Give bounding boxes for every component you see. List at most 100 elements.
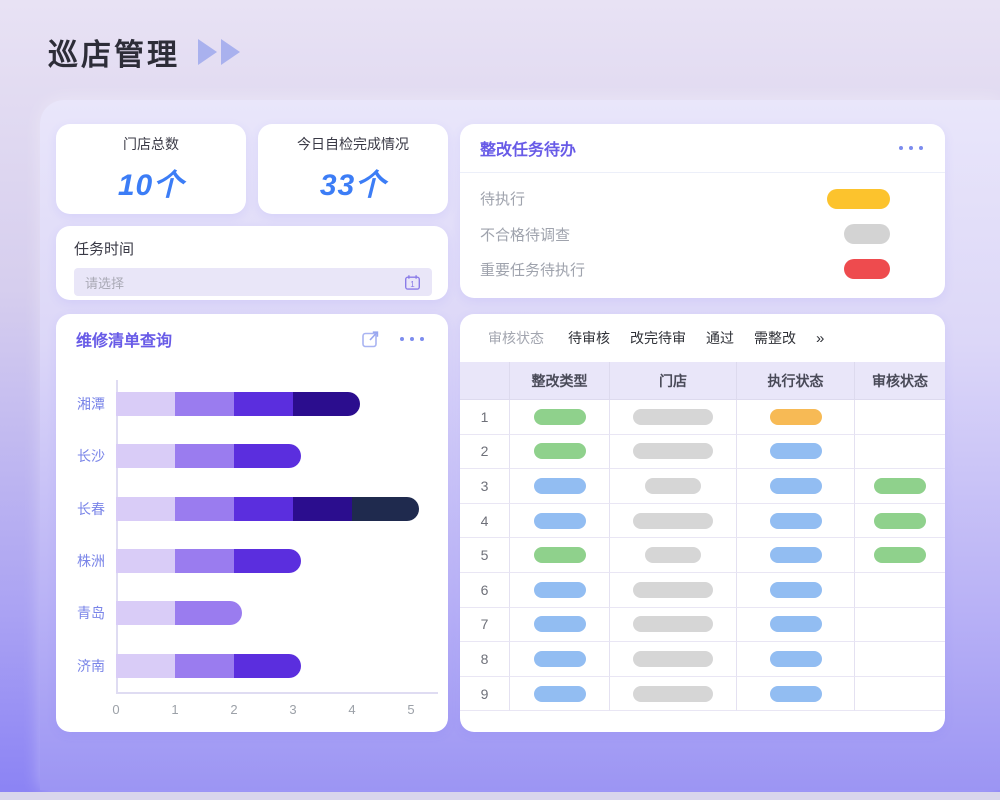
status-cell <box>510 538 610 573</box>
execution-status-pill <box>769 650 822 667</box>
stacked-bar <box>116 444 301 469</box>
status-cell <box>510 607 610 643</box>
status-cell <box>855 642 945 677</box>
bar-segment <box>116 601 175 626</box>
store-pill <box>633 650 713 667</box>
row-index-cell: 2 <box>460 434 510 470</box>
execution-status-pill <box>769 547 822 564</box>
bar-segment <box>116 496 175 521</box>
calendar-icon[interactable]: 1 <box>404 274 421 291</box>
stacked-bar <box>116 496 419 521</box>
double-play-icon <box>198 39 240 65</box>
stat-label: 今日自检完成情况 <box>297 136 409 152</box>
bar-segment <box>234 549 301 574</box>
chart-category-label: 济南 <box>77 657 105 674</box>
x-tick-label: 2 <box>230 702 238 717</box>
stat-card-self-check: 今日自检完成情况 33个 <box>258 124 448 214</box>
bar-chart-rows: 湘潭 长沙 长春 株洲 青岛 济南 <box>56 378 440 692</box>
filter-option[interactable]: 待审核 <box>568 330 610 346</box>
store-pill <box>633 685 713 702</box>
row-index-cell: 4 <box>460 503 510 539</box>
status-cell <box>737 572 855 608</box>
store-pill <box>633 616 713 633</box>
review-status-pill <box>874 512 926 529</box>
stacked-bar <box>116 601 242 626</box>
store-pill <box>633 581 713 598</box>
ellipsis-menu-icon[interactable] <box>899 146 923 150</box>
filter-option[interactable]: 需整改 <box>754 330 796 346</box>
status-cell <box>510 469 610 504</box>
bar-segment <box>175 392 234 417</box>
execution-status-pill <box>769 581 822 598</box>
rectification-type-pill <box>533 547 586 564</box>
page-header: 巡店管理 <box>48 30 240 74</box>
status-cell <box>510 676 610 712</box>
date-picker-input[interactable]: 请选择 1 <box>74 268 432 296</box>
filter-option[interactable]: 通过 <box>706 330 734 346</box>
execution-status-pill <box>769 616 822 633</box>
todo-status-pill <box>844 224 890 244</box>
export-icon[interactable] <box>360 328 382 350</box>
bar-segment <box>175 549 234 574</box>
bar-segment <box>116 653 175 678</box>
todo-status-pill <box>827 188 890 209</box>
status-cell <box>737 676 855 712</box>
bar-segment <box>116 444 175 469</box>
filter-option[interactable]: 改完待审 <box>630 330 686 346</box>
status-cell <box>510 503 610 539</box>
row-index-cell: 9 <box>460 676 510 712</box>
store-pill <box>633 443 713 460</box>
bar-segment <box>293 496 352 521</box>
row-index-cell: 1 <box>460 400 510 435</box>
row-index: 2 <box>480 443 489 460</box>
status-cell <box>510 400 610 435</box>
review-status-pill <box>874 477 926 494</box>
status-cell <box>737 503 855 539</box>
svg-text:1: 1 <box>410 279 415 288</box>
page-title: 巡店管理 <box>48 39 180 72</box>
stat-value: 10个 <box>117 169 185 202</box>
ellipsis-menu-icon[interactable] <box>400 337 424 341</box>
store-pill <box>633 408 713 425</box>
status-cell <box>610 572 737 608</box>
status-cell <box>855 400 945 435</box>
row-index: 1 <box>480 408 489 425</box>
bar-segment <box>352 496 419 521</box>
chart-category-label: 青岛 <box>77 605 105 622</box>
status-cell <box>855 608 945 643</box>
bottom-strip <box>0 792 1000 800</box>
status-cell <box>737 607 855 643</box>
row-index: 6 <box>480 581 489 598</box>
row-index-cell: 5 <box>460 538 510 573</box>
todo-title: 整改任务待办 <box>480 142 577 159</box>
status-cell <box>610 469 737 504</box>
chart-row: 湘潭 <box>56 378 440 430</box>
todo-item-label: 重要任务待执行 <box>480 261 586 279</box>
rectification-type-pill <box>533 512 586 529</box>
status-cell <box>855 435 945 470</box>
rectification-type-pill <box>533 685 586 702</box>
rectification-type-pill <box>533 408 586 425</box>
chart-category-label: 株洲 <box>77 553 105 570</box>
status-cell <box>737 469 855 504</box>
repair-list-card: 维修清单查询 湘潭 长沙 长春 株洲 青岛 济南 0 1 2 3 4 5 <box>56 314 448 732</box>
content-panel: 门店总数 10个 今日自检完成情况 33个 任务时间 请选择 1 整改任 <box>40 100 1000 790</box>
x-tick-label: 5 <box>407 702 415 717</box>
task-time-label: 任务时间 <box>74 241 135 258</box>
chart-row: 青岛 <box>56 587 440 639</box>
store-pill <box>633 512 713 529</box>
store-pill <box>645 477 701 494</box>
more-filters-chevron[interactable]: » <box>816 329 825 347</box>
status-cell <box>855 573 945 608</box>
execution-status-pill <box>769 512 822 529</box>
bar-segment <box>175 653 234 678</box>
status-cell <box>610 607 737 643</box>
column-header: 门店 <box>610 362 737 400</box>
stacked-bar <box>116 392 360 417</box>
bar-segment <box>175 496 234 521</box>
rectification-type-pill <box>533 616 586 633</box>
status-cell <box>610 538 737 573</box>
row-index-cell: 3 <box>460 469 510 504</box>
column-header-empty <box>460 362 510 400</box>
